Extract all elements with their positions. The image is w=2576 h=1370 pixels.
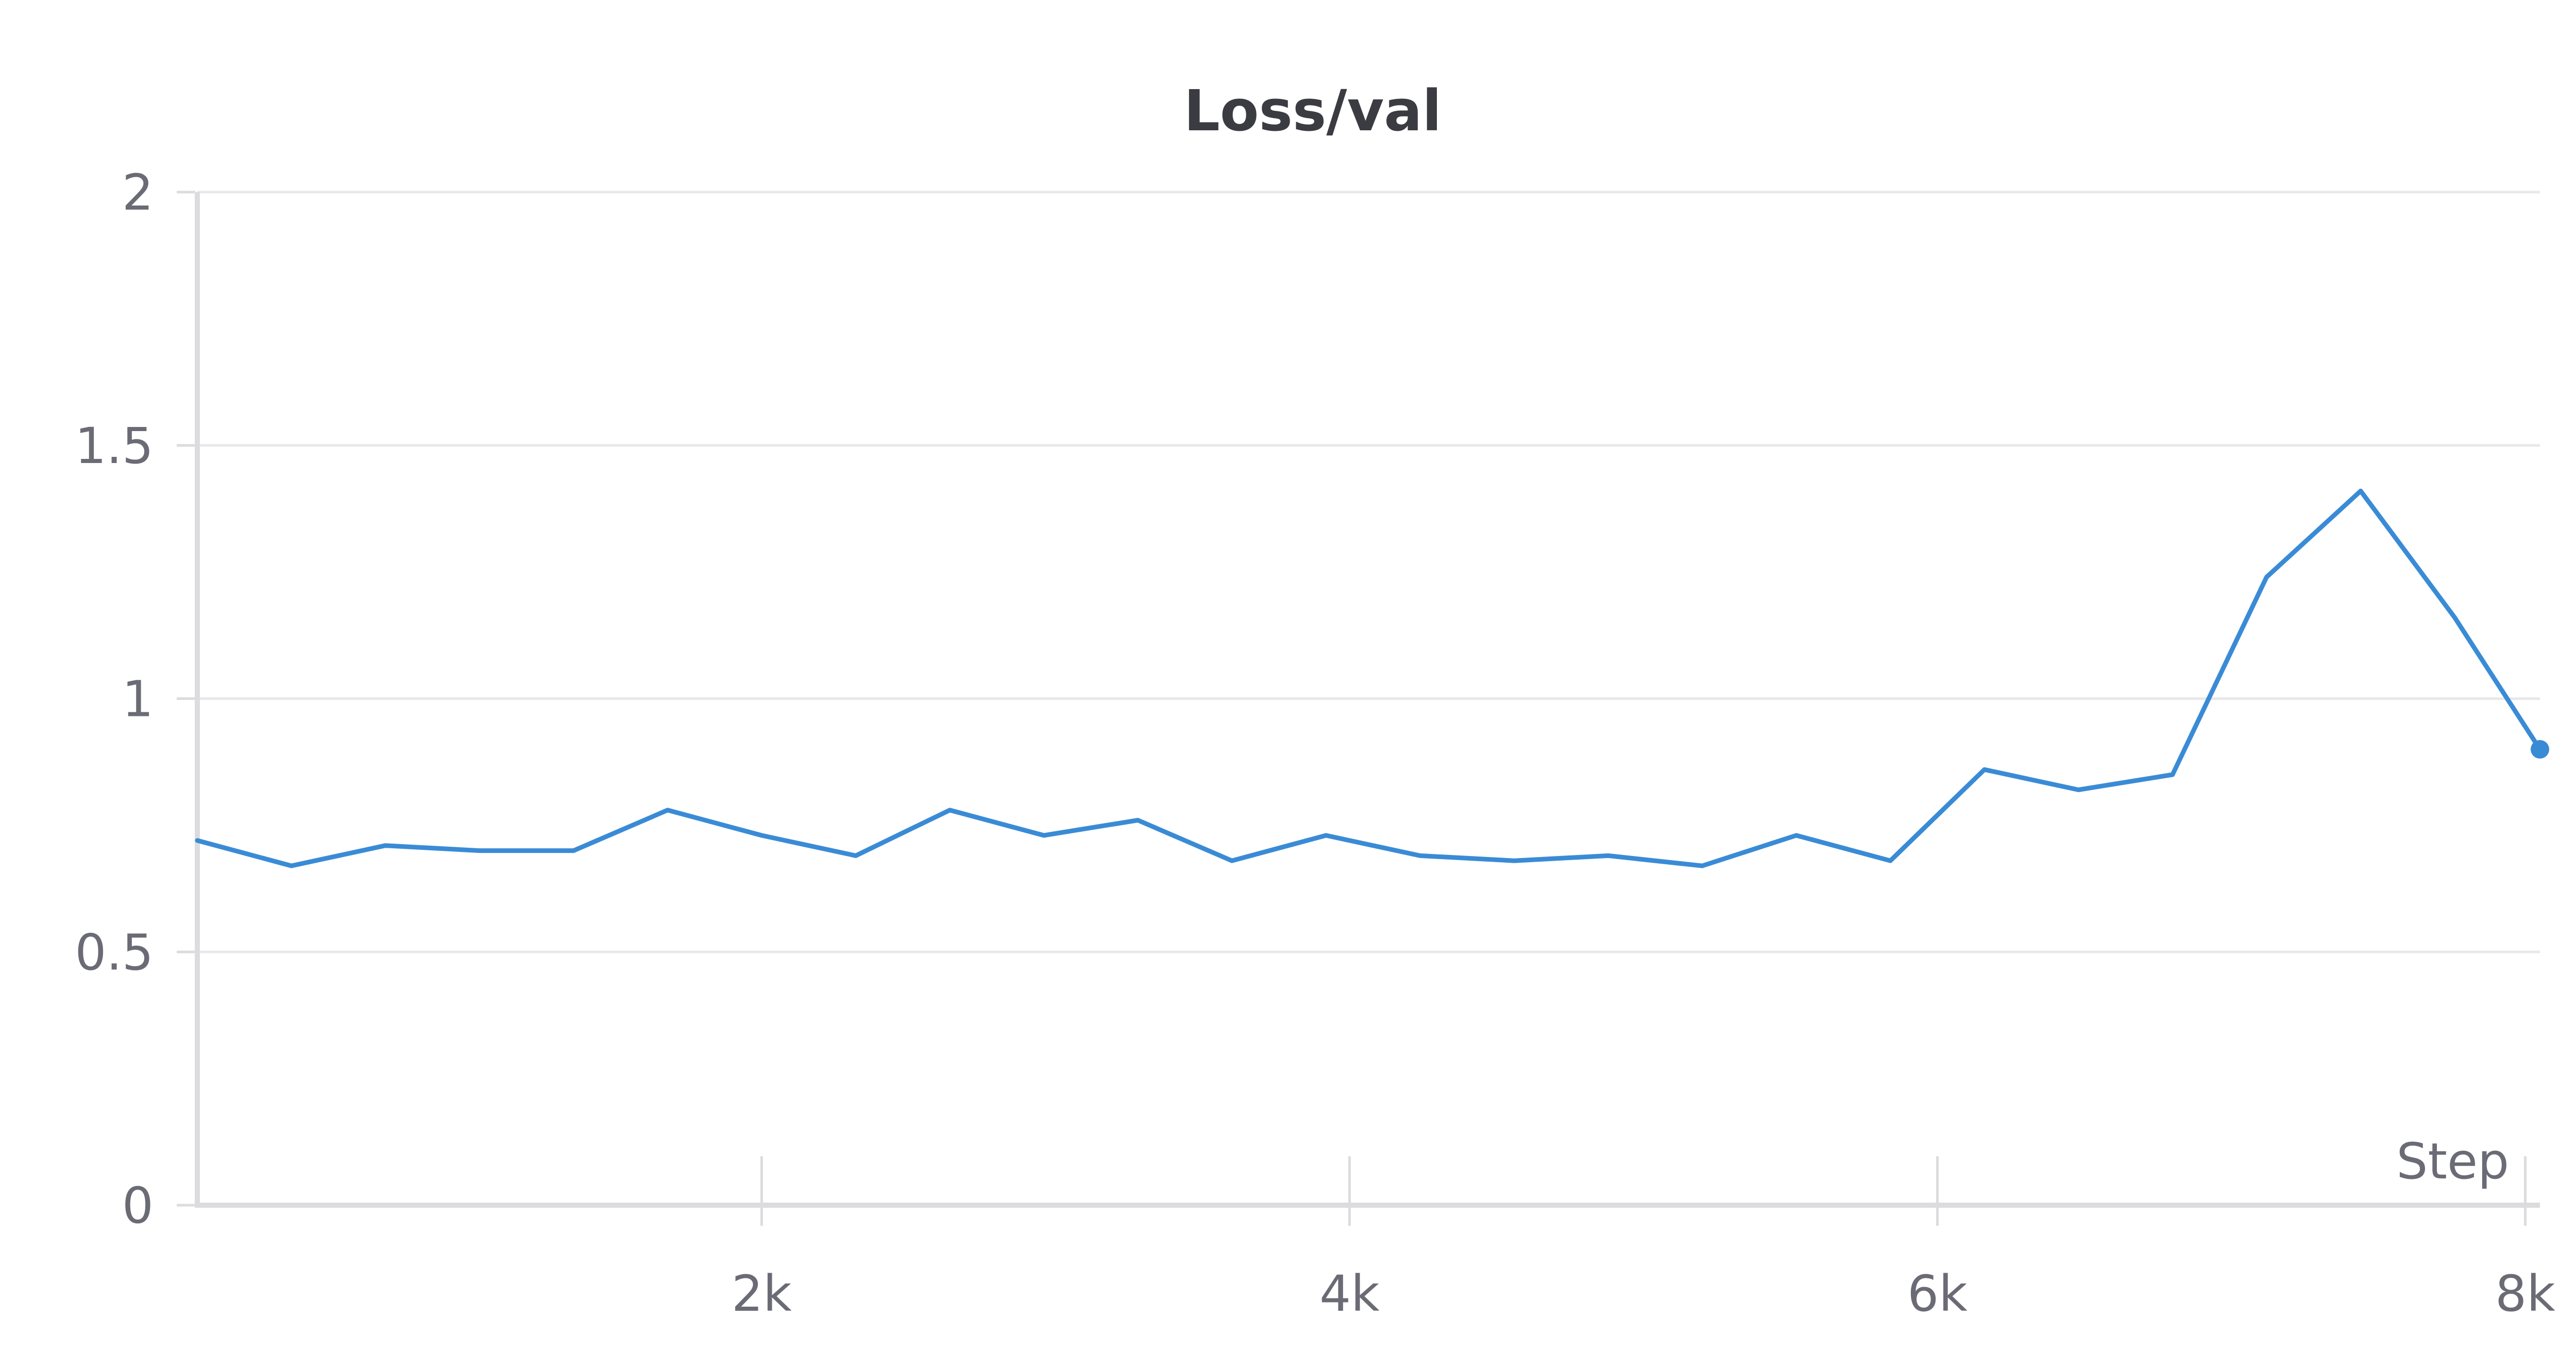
x-axis-label: Step: [2396, 1133, 2509, 1190]
grid-lines: [197, 191, 2540, 953]
y-tick-label: 2: [122, 164, 154, 221]
series-layer: [195, 488, 2549, 868]
chart-title: Loss/val: [1184, 78, 1442, 144]
axes: 0 0.5 1 1.5 2 2k 4k 6k 8k: [75, 164, 2555, 1323]
y-tick-label: 1.5: [75, 417, 154, 475]
x-tick-label: 8k: [2495, 1265, 2555, 1323]
x-tick-label: 6k: [1907, 1265, 1968, 1323]
x-tick-label: 4k: [1319, 1265, 1380, 1323]
x-tick-label: 2k: [732, 1265, 792, 1323]
series-end-point: [2531, 740, 2549, 759]
y-tick-label: 0: [122, 1177, 154, 1235]
y-tick-label: 1: [122, 671, 154, 728]
y-tick-label: 0.5: [75, 923, 154, 981]
series-line: [195, 488, 2543, 868]
